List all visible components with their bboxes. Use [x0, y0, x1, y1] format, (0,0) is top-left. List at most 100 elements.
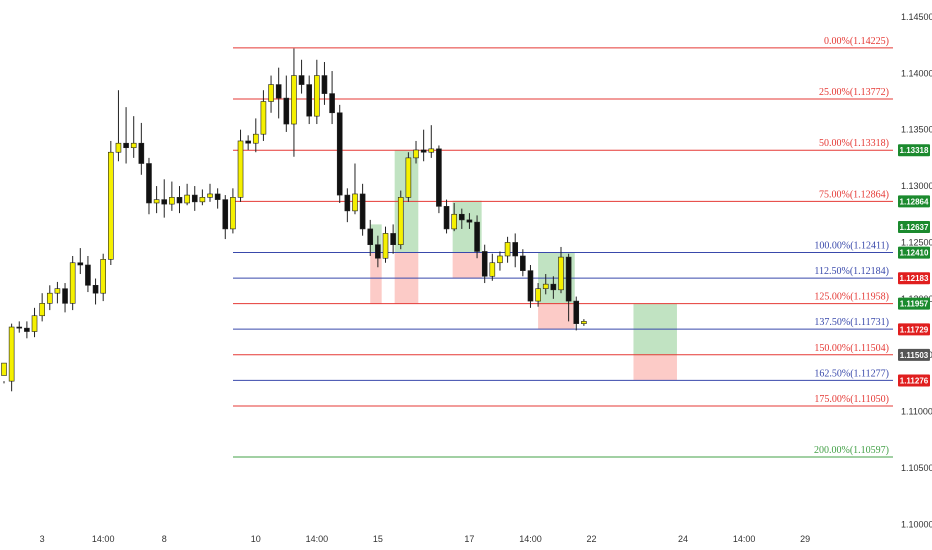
candle-62 — [474, 215, 480, 259]
candle-15 — [115, 90, 122, 162]
price-tag-text: 1.13318 — [900, 146, 929, 155]
candle-26 — [199, 189, 206, 206]
candle-body — [252, 133, 259, 144]
candle-body — [367, 228, 374, 246]
price-tag-6: 1.11729 — [898, 323, 930, 336]
x-tick-label-4: 14:00 — [306, 534, 329, 544]
candle-42 — [321, 62, 328, 105]
price-tag-text: 1.12864 — [900, 197, 929, 206]
price-tag-bg — [898, 144, 930, 157]
candle-body — [214, 193, 221, 200]
candle-body — [458, 213, 465, 221]
candle-body — [130, 142, 137, 149]
candle-body — [565, 256, 572, 302]
fib-label-2: 50.00%(1.13318) — [819, 138, 889, 149]
candle-33 — [252, 118, 259, 153]
candle-14 — [108, 140, 114, 265]
y-tick-label-1: 1.14000 — [901, 68, 932, 78]
candle-10 — [77, 248, 84, 275]
candle-6 — [46, 285, 53, 311]
candle-37 — [283, 75, 290, 132]
candle-48 — [367, 219, 374, 256]
candle-63 — [481, 244, 488, 284]
candle-body — [451, 213, 457, 230]
candle-body — [344, 194, 351, 212]
fibonacci-levels: 0.00%(1.14225) 25.00%(1.13772) 50.00%(1.13… — [233, 36, 893, 458]
candle-body — [321, 75, 328, 94]
candle-body — [268, 84, 274, 102]
price-axis[interactable]: 1.145001.140001.135001.130001.125001.120… — [901, 12, 932, 529]
candle-body — [527, 270, 534, 302]
candle-38 — [291, 48, 297, 157]
candle-body — [329, 93, 335, 114]
price-tag-7: 1.11503 — [898, 348, 930, 361]
price-tag-4: 1.12183 — [898, 272, 930, 285]
fib-label-11: 200.00%(1.10597) — [814, 445, 889, 456]
candle-body — [230, 197, 236, 230]
x-tick-label-10: 14:00 — [733, 534, 756, 544]
fib-label-1: 25.00%(1.13772) — [819, 87, 889, 98]
candle-body — [191, 194, 198, 203]
candle-49 — [375, 235, 381, 268]
candle-body — [62, 288, 68, 304]
candle-52 — [397, 190, 404, 250]
price-tag-bg — [898, 323, 930, 336]
candle-body — [46, 292, 53, 304]
y-tick-label-2: 1.13500 — [901, 125, 932, 135]
price-tag-8: 1.11276 — [898, 374, 930, 387]
candle-body — [77, 262, 84, 266]
candle-body — [443, 206, 450, 230]
price-tag-bg — [898, 220, 930, 233]
candle-57 — [436, 145, 442, 214]
y-tick-label-7: 1.11000 — [901, 407, 932, 417]
candle-54 — [413, 140, 419, 164]
candle-53 — [405, 152, 412, 202]
candle-body — [436, 148, 442, 207]
price-tag-text: 1.12410 — [900, 249, 929, 258]
candle-28 — [214, 188, 221, 209]
candle-body — [520, 255, 526, 271]
candle-58 — [443, 199, 450, 234]
candle-body — [100, 259, 106, 294]
candle-body — [153, 199, 160, 204]
candle-17 — [130, 116, 137, 158]
candle-body — [16, 326, 23, 329]
price-tags: 1.13318 1.12864 1.12637 1.12410 1.12183 1.119… — [898, 144, 930, 387]
time-axis[interactable]: 3 14:00 8 10 14:00 15 17 14:00 22 24 14:00 29 — [40, 534, 811, 544]
candle-body — [397, 197, 404, 246]
candle-body — [306, 84, 313, 117]
candle-23 — [176, 186, 183, 214]
candle-body — [382, 233, 389, 259]
loss-zone-9 — [633, 355, 677, 381]
x-tick-label-8: 22 — [587, 534, 597, 544]
candle-41 — [314, 59, 320, 125]
candle-34 — [260, 90, 267, 141]
candle-7 — [54, 281, 61, 304]
candle-body — [581, 321, 587, 324]
candle-body — [542, 283, 549, 289]
price-tag-bg — [898, 348, 930, 361]
candle-body — [405, 157, 412, 198]
candle-body — [54, 288, 61, 294]
price-tag-text: 1.11276 — [900, 376, 929, 385]
candle-body — [123, 142, 129, 149]
candle-body — [8, 326, 15, 382]
candle-body — [92, 284, 99, 294]
candle-body — [489, 262, 496, 277]
candle-16 — [123, 107, 129, 164]
fib-label-10: 175.00%(1.11050) — [814, 394, 889, 405]
x-tick-label-1: 14:00 — [92, 534, 115, 544]
candle-76 — [581, 319, 587, 326]
candle-35 — [268, 75, 274, 113]
y-tick-label-0: 1.14500 — [901, 12, 932, 22]
candle-8 — [62, 283, 68, 313]
candle-29 — [222, 195, 229, 240]
candle-body — [352, 193, 358, 212]
candle-body — [146, 163, 152, 204]
x-tick-label-2: 8 — [162, 534, 167, 544]
candle-body — [138, 142, 145, 164]
candle-body — [169, 197, 175, 205]
candle-11 — [85, 255, 91, 293]
candle-body — [283, 97, 290, 125]
